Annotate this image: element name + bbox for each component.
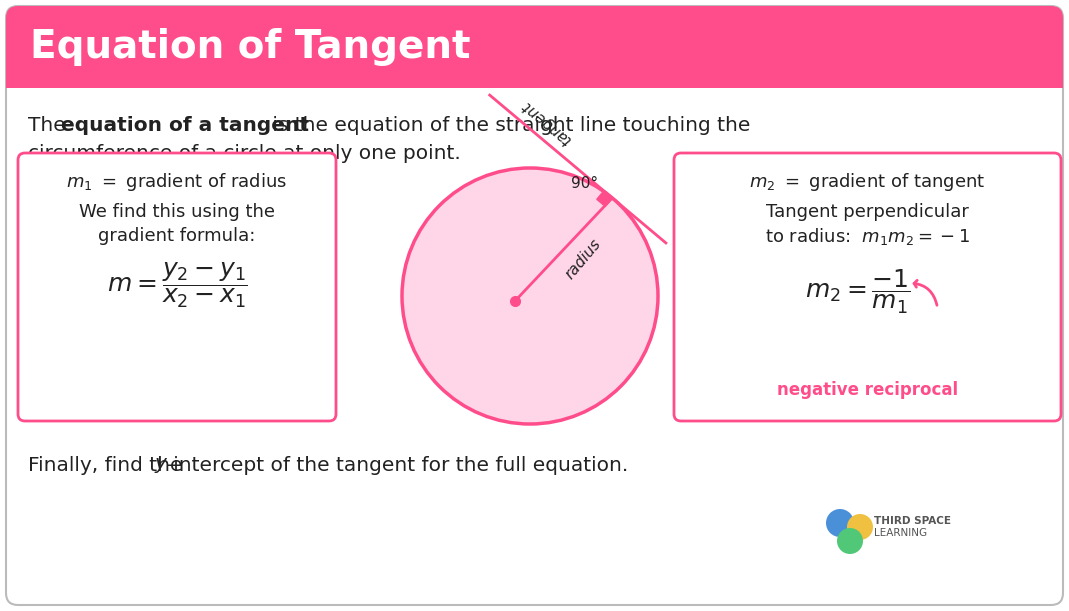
Text: tangent: tangent <box>518 97 574 147</box>
Text: radius: radius <box>562 236 605 282</box>
Text: Finally, find the: Finally, find the <box>28 456 189 475</box>
Text: to radius:  $m_1 m_2 = -1$: to radius: $m_1 m_2 = -1$ <box>765 226 970 247</box>
Text: $m_2\ =$ gradient of tangent: $m_2\ =$ gradient of tangent <box>749 171 986 193</box>
Text: $m_2 = \dfrac{-1}{m_1}$: $m_2 = \dfrac{-1}{m_1}$ <box>805 268 911 316</box>
Text: gradient formula:: gradient formula: <box>98 227 255 245</box>
Text: $y$: $y$ <box>154 456 169 475</box>
Text: We find this using the: We find this using the <box>79 203 275 221</box>
Text: LEARNING: LEARNING <box>874 528 927 538</box>
Bar <box>6 47 1063 88</box>
Text: Tangent perpendicular: Tangent perpendicular <box>766 203 969 221</box>
Circle shape <box>826 509 854 537</box>
Text: $m = \dfrac{y_2 - y_1}{x_2 - x_1}$: $m = \dfrac{y_2 - y_1}{x_2 - x_1}$ <box>107 261 248 310</box>
Text: The: The <box>28 116 72 135</box>
FancyBboxPatch shape <box>6 6 1063 605</box>
FancyBboxPatch shape <box>6 6 1063 88</box>
Polygon shape <box>597 191 613 207</box>
Text: THIRD SPACE: THIRD SPACE <box>874 516 951 526</box>
Text: 90°: 90° <box>571 177 598 191</box>
Text: is the equation of the straight line touching the: is the equation of the straight line tou… <box>266 116 750 135</box>
Circle shape <box>847 514 873 540</box>
Text: negative reciprocal: negative reciprocal <box>777 381 958 399</box>
Text: Equation of Tangent: Equation of Tangent <box>30 28 470 66</box>
Text: -intercept of the tangent for the full equation.: -intercept of the tangent for the full e… <box>166 456 629 475</box>
Text: circumference of a circle at only one point.: circumference of a circle at only one po… <box>28 144 461 163</box>
FancyBboxPatch shape <box>18 153 336 421</box>
Circle shape <box>837 528 863 554</box>
Circle shape <box>402 168 659 424</box>
Text: equation of a tangent: equation of a tangent <box>61 116 309 135</box>
FancyBboxPatch shape <box>673 153 1062 421</box>
Text: $m_1\ =$ gradient of radius: $m_1\ =$ gradient of radius <box>66 171 288 193</box>
